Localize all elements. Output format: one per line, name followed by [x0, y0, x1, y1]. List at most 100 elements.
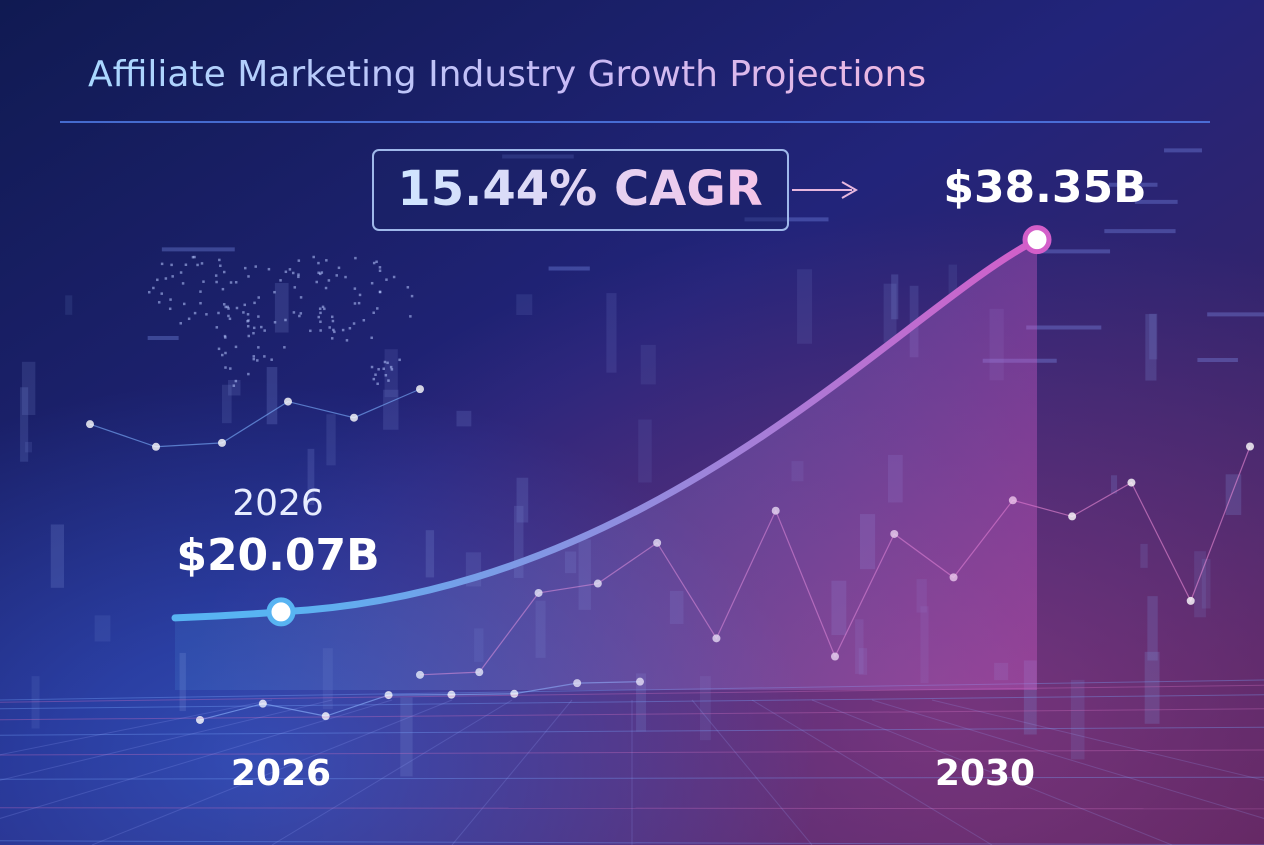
map-dot	[227, 314, 230, 318]
bg-bar	[20, 387, 29, 462]
bg-dot	[321, 712, 330, 721]
bg-bar	[638, 419, 652, 483]
map-dot	[217, 347, 221, 351]
map-dot	[179, 322, 182, 325]
bg-dot	[1246, 442, 1254, 451]
map-dot	[182, 302, 186, 306]
map-dot	[389, 365, 393, 369]
map-dot	[215, 280, 218, 284]
map-dot	[221, 287, 225, 291]
map-dot	[384, 373, 388, 377]
bg-dot	[350, 413, 358, 422]
map-dot	[348, 326, 352, 330]
bg-floor	[751, 699, 993, 845]
map-dot	[228, 317, 232, 321]
map-dot	[370, 365, 374, 369]
bg-bar	[31, 676, 40, 729]
map-dot	[247, 275, 250, 278]
bg-floor	[0, 708, 1264, 721]
data-point	[266, 597, 296, 627]
bg-floor	[811, 699, 1173, 845]
map-dot	[199, 290, 202, 293]
map-dot	[283, 346, 286, 349]
map-dot	[224, 336, 227, 339]
map-dot	[398, 358, 401, 362]
series-line	[277, 236, 1041, 616]
cagr-box	[372, 149, 789, 231]
bg-bar	[400, 697, 413, 777]
bg-dot	[510, 689, 519, 698]
map-dot	[297, 273, 300, 276]
bg-bar	[456, 410, 472, 427]
map-dot	[263, 329, 266, 332]
map-dot	[260, 325, 263, 329]
bg-floor	[0, 699, 333, 781]
map-dot	[374, 373, 377, 376]
bg-floor	[0, 807, 1264, 810]
bg-bar	[21, 361, 36, 415]
bg-floor	[0, 840, 1264, 845]
map-dot	[170, 263, 173, 267]
map-dot	[223, 334, 227, 338]
map-dot	[246, 324, 250, 328]
map-dot	[319, 320, 322, 324]
map-dot	[169, 298, 172, 301]
cagr-annotation: 15.44% CAGR	[397, 161, 762, 217]
bg-bar	[1225, 474, 1242, 515]
map-dot	[335, 274, 338, 277]
bg-bar	[606, 293, 617, 373]
bg-dot	[1186, 596, 1195, 605]
bg-dot	[152, 442, 160, 451]
map-dot	[270, 358, 273, 361]
map-dot	[385, 278, 388, 281]
map-dot	[321, 305, 325, 309]
bg-bar	[1147, 596, 1158, 661]
bg-bar	[1194, 551, 1206, 618]
map-dot	[242, 311, 245, 314]
bg-bar	[326, 414, 336, 466]
bg-bar	[797, 269, 813, 344]
map-dot	[219, 264, 222, 268]
bg-bar	[1111, 475, 1118, 494]
map-dot	[193, 255, 196, 259]
map-dot	[224, 351, 227, 355]
map-dot	[345, 339, 349, 342]
bg-floor	[0, 749, 1264, 756]
bg-trend	[89, 388, 421, 448]
bg-bar	[640, 344, 656, 385]
map-dot	[292, 311, 296, 314]
bg-bar	[307, 448, 315, 506]
map-dot	[387, 379, 390, 382]
data-label: $20.07B	[176, 530, 379, 581]
map-dot	[243, 266, 247, 270]
bg-bar	[891, 274, 899, 320]
map-dot	[406, 286, 410, 289]
bg-floor	[0, 699, 393, 819]
map-dot	[253, 301, 256, 305]
map-dot	[332, 328, 335, 332]
map-dot	[235, 306, 239, 310]
map-dot	[353, 287, 357, 290]
map-dot	[234, 379, 238, 383]
bg-floor	[271, 699, 513, 845]
map-dot	[341, 328, 345, 332]
x-tick-label: 2026	[231, 753, 331, 794]
map-dot	[344, 275, 347, 279]
bg-dot	[1068, 512, 1077, 521]
map-dot	[372, 377, 376, 381]
bg-bar	[266, 367, 278, 425]
map-dot	[362, 319, 366, 322]
bg-dot	[218, 438, 226, 447]
map-dot	[352, 322, 356, 325]
bg-floor	[0, 684, 1264, 703]
map-dot	[317, 315, 321, 319]
bg-bar	[516, 477, 529, 523]
map-dot	[312, 255, 315, 259]
bg-floor	[451, 699, 573, 845]
map-dot	[247, 372, 250, 376]
bg-floor	[871, 699, 1264, 819]
map-dot	[221, 353, 224, 357]
bg-dot	[196, 715, 204, 724]
map-dot	[315, 280, 318, 284]
bg-bar	[1070, 679, 1085, 760]
